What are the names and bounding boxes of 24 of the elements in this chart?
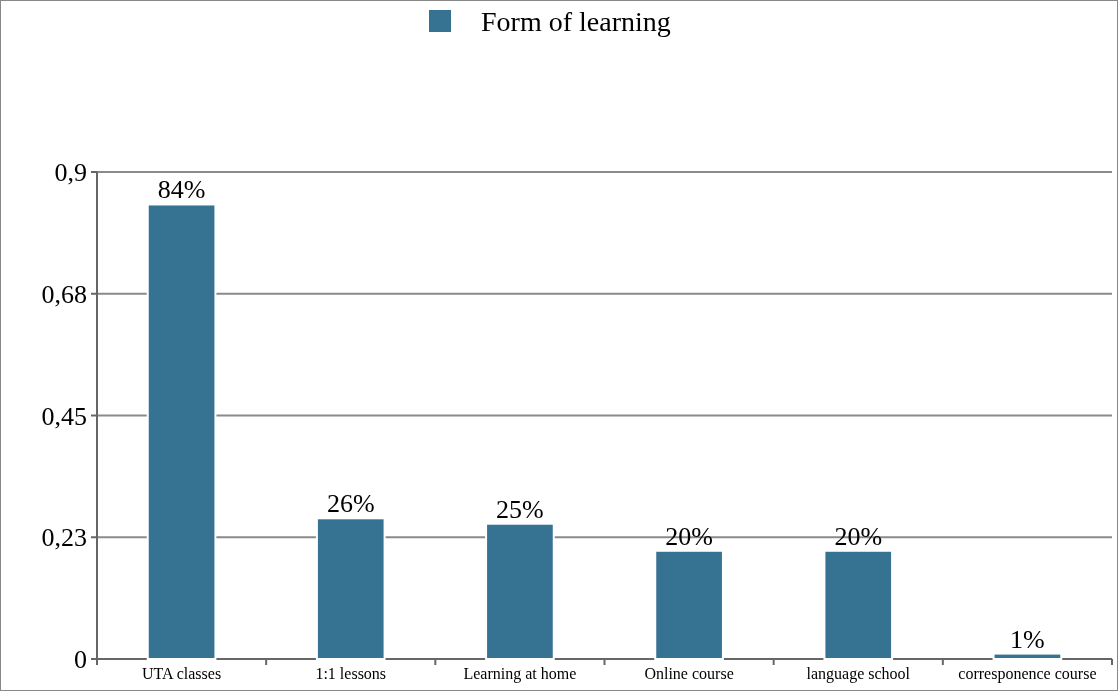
y-tick-label: 0,45: [41, 401, 87, 431]
x-tick-label: language school: [806, 665, 911, 683]
x-tick-label: 1:1 lessons: [315, 665, 387, 682]
data-label: 20%: [665, 521, 713, 551]
bar: [315, 517, 386, 660]
x-tick-label: corresponence course: [958, 665, 1097, 683]
y-tick-label: 0: [74, 645, 87, 675]
bar: [823, 549, 894, 660]
data-label: 20%: [834, 521, 883, 551]
y-tick-label: 0,23: [41, 523, 87, 553]
bar: [992, 652, 1063, 660]
y-tick-label: 0,68: [41, 279, 87, 309]
bar: [485, 522, 555, 660]
bar: [146, 203, 217, 660]
x-tick-label: UTA classes: [142, 665, 222, 682]
legend-label: Form of learning: [481, 5, 671, 37]
data-label: 26%: [326, 489, 375, 519]
data-label: 84%: [157, 175, 206, 205]
x-tick-label: Online course: [644, 665, 734, 682]
data-label: 1%: [1010, 624, 1045, 654]
x-tick-label: Learning at home: [463, 665, 577, 683]
bar: [654, 549, 724, 660]
data-label: 25%: [496, 494, 544, 524]
y-tick-label: 0,9: [54, 158, 87, 188]
